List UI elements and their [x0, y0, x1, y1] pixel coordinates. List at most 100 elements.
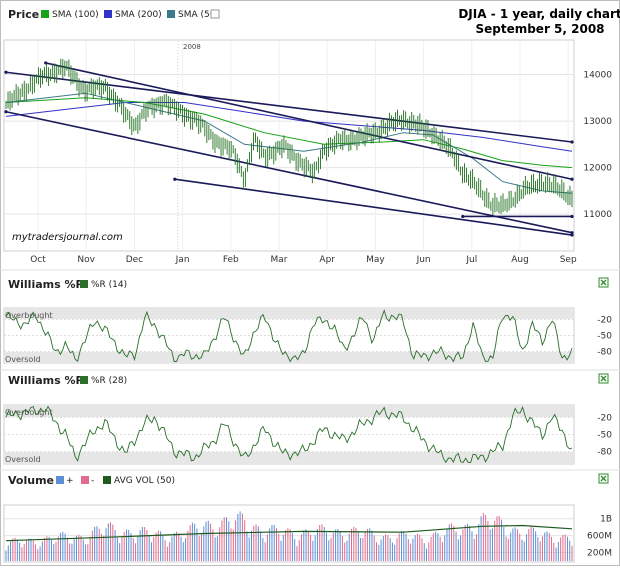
x-tick-label: Mar — [271, 255, 288, 265]
trend-line — [45, 62, 573, 181]
x-tick-label: Nov — [77, 255, 95, 265]
trend-line-endpoint — [4, 70, 8, 74]
x-tick-label: Jun — [416, 255, 431, 265]
x-tick-label: Apr — [319, 255, 335, 265]
price-panel: Price SMA (100) SMA (200) SMA (50) DJIA … — [3, 7, 620, 265]
williams-r14-panel: Williams %R %R (14) Overbought Oversold … — [0, 269, 620, 364]
legend-label-sma100: SMA (100) — [52, 10, 99, 20]
legend-label-r28: %R (28) — [91, 376, 127, 386]
williams-r28-y-tick-label: -50 — [597, 431, 612, 441]
trend-line-endpoint — [570, 140, 574, 144]
legend-swatch-vol-down — [81, 476, 89, 484]
williams-r28-y-tick-label: -20 — [597, 413, 612, 423]
x-tick-label: Dec — [126, 255, 143, 265]
williams-r14-y-tick-labels: -20 -50 -80 — [597, 316, 612, 358]
legend-swatch-sma100 — [41, 10, 49, 18]
panel-toggle-r14[interactable] — [598, 277, 609, 288]
y-tick-label: 14000 — [583, 71, 612, 81]
sma200-line — [5, 102, 573, 152]
sma50-line — [5, 92, 573, 194]
volume-label: Volume — [8, 474, 54, 487]
legend-label-vol-down: - — [91, 476, 94, 486]
williams-r28-line-path — [5, 405, 573, 464]
williams-r28-y-tick-labels: -20 -50 -80 — [597, 413, 612, 457]
overbought-zone-r28 — [4, 405, 574, 417]
x-tick-label: Oct — [30, 255, 46, 265]
trend-line-endpoint — [173, 177, 177, 181]
volume-avg-line — [5, 524, 573, 542]
trend-line-endpoint — [461, 214, 465, 219]
trend-line-endpoint — [570, 214, 574, 219]
oversold-label-r28: Oversold — [5, 455, 41, 464]
legend-swatch-vol-up — [56, 476, 64, 484]
oversold-zone-r14 — [4, 352, 574, 363]
trend-line — [174, 178, 573, 236]
legend-swatch-r28 — [80, 376, 88, 384]
williams-r28-y-tick-label: -80 — [597, 448, 612, 458]
volume-panel: Volume + - AVG VOL (50) 200M 600M 1B — [0, 469, 620, 563]
x-tick-label: Feb — [223, 255, 239, 265]
price-grid — [4, 41, 574, 251]
volume-y-tick-label: 600M — [587, 532, 612, 542]
price-y-tick-labels: 11000 12000 13000 14000 — [583, 71, 612, 221]
x-tick-label: Aug — [511, 255, 529, 265]
williams-r14-line-path — [5, 309, 573, 363]
legend-toggle-box[interactable] — [210, 9, 220, 19]
x-tick-label: Sep — [560, 255, 577, 265]
williams-r14-label: Williams %R — [8, 278, 84, 291]
legend-label-sma200: SMA (200) — [115, 10, 162, 20]
price-trend-lines — [4, 61, 574, 237]
legend-swatch-avg-vol — [103, 476, 111, 484]
volume-y-tick-label: 1B — [600, 515, 612, 525]
legend-swatch-sma50 — [167, 10, 175, 18]
volume-y-tick-label: 200M — [587, 549, 612, 559]
chart-title: DJIA - 1 year, daily chart — [458, 7, 620, 21]
price-x-tick-labels: Oct Nov Dec Jan Feb Mar Apr May Jun Jul Aug Sep — [30, 255, 577, 265]
x-tick-label: Jan — [175, 255, 190, 265]
oversold-label-r14: Oversold — [5, 355, 41, 364]
volume-bars — [5, 511, 573, 561]
volume-plot-area — [3, 504, 575, 563]
legend-label-r14: %R (14) — [91, 280, 127, 290]
volume-y-tick-labels: 200M 600M 1B — [587, 515, 612, 559]
price-ohlc-bars — [5, 58, 573, 215]
close-icon[interactable] — [600, 279, 607, 286]
trend-line — [5, 110, 573, 234]
watermark: mytradersjournal.com — [12, 232, 123, 243]
price-plot-area — [3, 39, 575, 252]
williams-r14-y-tick-label: -20 — [597, 316, 612, 326]
legend-label-vol-up: + — [66, 476, 74, 486]
price-legend: SMA (100) SMA (200) SMA (50) — [41, 9, 220, 20]
williams-r28-line — [5, 405, 573, 464]
price-panel-label: Price — [8, 8, 39, 21]
williams-r28-panel: Williams %R %R (28) Overbought Oversold … — [0, 369, 620, 465]
avg-vol-path — [5, 524, 573, 542]
williams-r28-label: Williams %R — [8, 374, 84, 387]
williams-r28-grid — [4, 416, 574, 453]
oversold-zone-r28 — [4, 452, 574, 464]
williams-r14-line — [5, 309, 573, 363]
x-tick-label: Jul — [465, 255, 477, 265]
y-tick-label: 11000 — [583, 210, 612, 220]
williams-r14-y-tick-label: -80 — [597, 347, 612, 357]
trend-line-endpoint — [570, 233, 574, 237]
williams-r14-y-tick-label: -50 — [597, 332, 612, 342]
close-icon[interactable] — [600, 475, 607, 482]
year-marker-label: 2008 — [183, 43, 201, 51]
overbought-label-r14: Overbought — [5, 311, 53, 320]
price-sma-lines — [5, 92, 573, 194]
x-tick-label: May — [366, 255, 385, 265]
trend-line-endpoint — [570, 231, 574, 235]
legend-swatch-r14 — [80, 280, 88, 288]
trend-line-endpoint — [4, 110, 8, 114]
chart-subtitle: September 5, 2008 — [475, 22, 604, 36]
trend-line — [5, 71, 573, 143]
panel-toggle-volume[interactable] — [598, 473, 609, 484]
close-icon[interactable] — [600, 375, 607, 382]
trend-line-endpoint — [570, 177, 574, 181]
legend-swatch-sma200 — [104, 10, 112, 18]
panel-toggle-r28[interactable] — [598, 373, 609, 384]
y-tick-label: 13000 — [583, 117, 612, 127]
williams-r14-grid — [4, 319, 574, 352]
overbought-zone-r14 — [4, 308, 574, 319]
